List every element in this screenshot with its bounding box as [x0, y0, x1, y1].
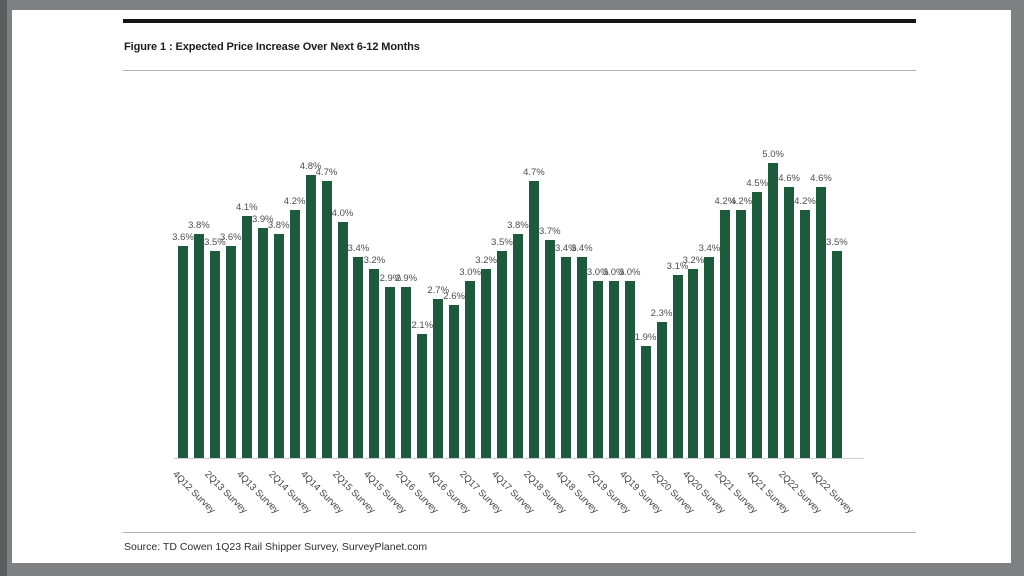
bar-value-label: 3.1%	[666, 261, 689, 272]
bar	[209, 251, 220, 458]
bar-value-label: 3.0%	[602, 267, 625, 278]
bar-value-label: 3.2%	[475, 255, 497, 266]
bar-value-label: 2.9%	[395, 273, 418, 284]
bar	[688, 269, 699, 458]
bar-value-label: 3.8%	[267, 220, 290, 231]
bar	[624, 281, 635, 458]
bar-value-label: 4.2%	[714, 196, 737, 207]
bar	[257, 228, 268, 458]
bar-value-label: 4.7%	[315, 167, 338, 178]
bar-value-label: 3.5%	[826, 237, 848, 248]
bar-value-label: 3.6%	[172, 232, 194, 243]
figure-top-rule	[123, 19, 916, 23]
bar-value-label: 3.2%	[363, 255, 386, 266]
bar	[720, 210, 731, 458]
bar-value-label: 3.0%	[586, 267, 609, 278]
bar-value-label: 3.6%	[219, 232, 242, 243]
bar-value-label: 3.0%	[459, 267, 481, 278]
bar-value-label: 2.3%	[650, 308, 673, 319]
bar-value-label: 4.8%	[299, 161, 322, 172]
bar	[640, 346, 651, 458]
bar	[385, 287, 396, 458]
bar	[193, 234, 204, 458]
bar-value-label: 2.6%	[443, 291, 465, 302]
bar	[560, 257, 571, 458]
bar-value-label: 5.0%	[762, 149, 784, 160]
source-note: Source: TD Cowen 1Q23 Rail Shipper Surve…	[124, 541, 428, 553]
bar	[528, 181, 539, 458]
bar-value-label: 3.5%	[204, 237, 226, 248]
plot-area: 3.6% 4Q12 Survey 3.8% 3.5% 2Q13 Survey 3.6% 4.…	[12, 10, 1011, 563]
bar	[736, 210, 747, 458]
bar	[784, 187, 795, 458]
bar	[178, 246, 188, 458]
bar-value-label: 3.4%	[570, 243, 593, 254]
bar	[417, 334, 428, 458]
bar-value-label: 4.1%	[235, 202, 258, 213]
bar	[401, 287, 412, 458]
bar	[768, 163, 779, 458]
bar	[576, 257, 587, 458]
bar-value-label: 3.9%	[251, 214, 274, 225]
bar	[353, 257, 364, 458]
report-page: Figure 1 : Expected Price Increase Over …	[12, 10, 1011, 563]
bar-value-label: 3.4%	[698, 243, 721, 254]
bar-value-label: 2.9%	[379, 273, 402, 284]
bar	[273, 234, 284, 458]
bar-value-label: 3.0%	[618, 267, 641, 278]
bar-value-label: 4.2%	[794, 196, 816, 207]
bar-value-label: 1.9%	[634, 332, 657, 343]
bar-value-label: 4.6%	[810, 173, 832, 184]
bar	[481, 269, 492, 458]
bar	[752, 192, 763, 458]
bar	[512, 234, 523, 458]
bar	[800, 210, 810, 458]
bar	[831, 251, 842, 458]
figure-title: Figure 1 : Expected Price Increase Over …	[124, 41, 420, 53]
bar-value-label: 2.7%	[427, 285, 450, 296]
bar-value-label: 2.1%	[411, 320, 434, 331]
bar-value-label: 3.8%	[507, 220, 529, 231]
bar	[225, 246, 236, 458]
bar-value-label: 3.4%	[347, 243, 370, 254]
bar	[321, 181, 332, 458]
bar	[656, 322, 667, 458]
footer-divider-rule	[123, 532, 916, 533]
bar	[704, 257, 715, 458]
bar	[497, 251, 507, 458]
title-divider-rule	[123, 70, 916, 71]
bar	[241, 216, 252, 458]
bar	[672, 275, 683, 458]
bar-value-label: 4.7%	[523, 167, 545, 178]
x-axis-line	[174, 458, 864, 459]
bar-value-label: 3.4%	[554, 243, 577, 254]
bar	[465, 281, 476, 458]
bar	[608, 281, 619, 458]
bar-value-label: 4.6%	[778, 173, 800, 184]
window-left-edge	[0, 0, 7, 576]
bar-value-label: 3.2%	[682, 255, 705, 266]
bar-value-label: 3.7%	[538, 226, 561, 237]
bar	[337, 222, 348, 458]
bar	[544, 240, 555, 458]
bar-value-label: 4.2%	[730, 196, 753, 207]
bar	[289, 210, 300, 458]
bar	[305, 175, 316, 458]
bar-value-label: 3.5%	[491, 237, 513, 248]
bar	[369, 269, 380, 458]
bar	[449, 305, 460, 458]
bar	[433, 299, 444, 458]
bar	[816, 187, 826, 458]
bar-value-label: 4.0%	[331, 208, 354, 219]
bar-value-label: 3.8%	[188, 220, 210, 231]
bar-value-label: 4.2%	[283, 196, 306, 207]
bar-value-label: 4.5%	[746, 178, 769, 189]
bar	[592, 281, 603, 458]
